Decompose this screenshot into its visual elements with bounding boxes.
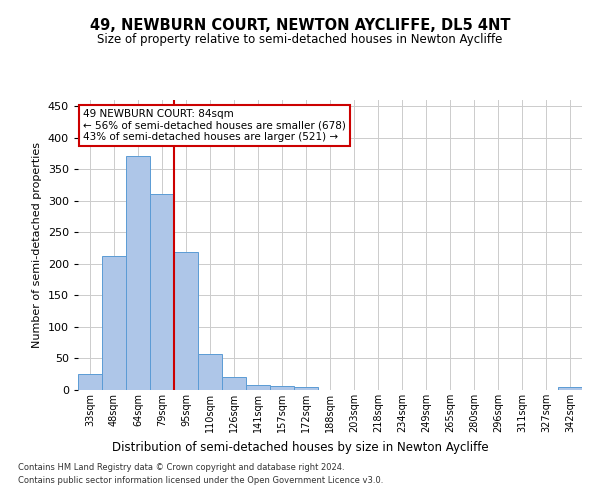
Bar — [294, 388, 318, 390]
Bar — [198, 354, 222, 390]
Text: Size of property relative to semi-detached houses in Newton Aycliffe: Size of property relative to semi-detach… — [97, 32, 503, 46]
Bar — [150, 194, 174, 390]
Text: 49 NEWBURN COURT: 84sqm
← 56% of semi-detached houses are smaller (678)
43% of s: 49 NEWBURN COURT: 84sqm ← 56% of semi-de… — [83, 108, 346, 142]
Bar — [558, 387, 582, 390]
Bar — [270, 386, 294, 390]
Text: Contains public sector information licensed under the Open Government Licence v3: Contains public sector information licen… — [18, 476, 383, 485]
Text: Distribution of semi-detached houses by size in Newton Aycliffe: Distribution of semi-detached houses by … — [112, 441, 488, 454]
Text: 49, NEWBURN COURT, NEWTON AYCLIFFE, DL5 4NT: 49, NEWBURN COURT, NEWTON AYCLIFFE, DL5 … — [90, 18, 510, 32]
Bar — [174, 252, 198, 390]
Text: Contains HM Land Registry data © Crown copyright and database right 2024.: Contains HM Land Registry data © Crown c… — [18, 464, 344, 472]
Y-axis label: Number of semi-detached properties: Number of semi-detached properties — [32, 142, 42, 348]
Bar — [102, 256, 126, 390]
Bar — [222, 378, 246, 390]
Bar — [78, 374, 102, 390]
Bar — [246, 385, 270, 390]
Bar — [126, 156, 150, 390]
